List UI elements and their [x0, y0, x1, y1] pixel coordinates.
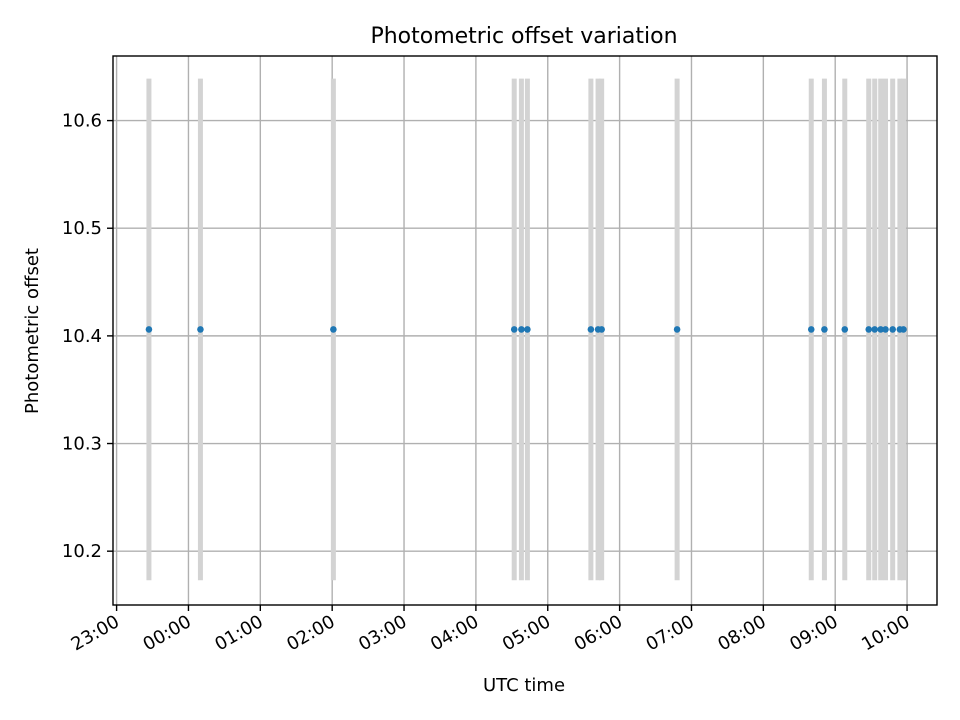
data-point [598, 326, 605, 333]
x-tick-label: 03:00 [355, 611, 410, 655]
data-point [197, 326, 204, 333]
data-point [889, 326, 896, 333]
plot-frame [112, 55, 938, 606]
tick-layer: 23:00 00:00 01:00 02:00 03:00 04:00 05:00 06:00… [62, 111, 914, 656]
x-tick-label: 06:00 [571, 611, 626, 655]
data-point [882, 326, 889, 333]
x-tick-label: 08:00 [714, 611, 769, 655]
data-point [877, 326, 885, 333]
data-point [807, 326, 815, 333]
data-point [673, 326, 681, 333]
x-tick-label: 10:00 [858, 611, 913, 655]
point-layer [145, 326, 907, 333]
data-point [865, 326, 873, 333]
data-point [900, 326, 907, 333]
y-tick-label: 10.3 [62, 434, 102, 455]
x-tick-label: 07:00 [643, 611, 698, 655]
y-tick-label: 10.2 [62, 541, 102, 562]
data-point [330, 326, 337, 333]
x-tick-label: 01:00 [211, 611, 266, 655]
y-tick-label: 10.4 [62, 326, 102, 347]
data-point [145, 326, 153, 333]
x-tick-label: 00:00 [140, 611, 195, 655]
x-tick-label: 09:00 [786, 611, 841, 655]
y-axis-label: Photometric offset [22, 248, 43, 414]
data-point [524, 326, 531, 333]
x-tick-label: 23:00 [68, 611, 123, 655]
data-point [587, 326, 595, 333]
data-point [871, 326, 879, 333]
y-tick-label: 10.5 [62, 218, 102, 239]
data-point [518, 326, 525, 333]
y-tick-label: 10.6 [62, 111, 102, 132]
x-tick-label: 04:00 [427, 611, 482, 655]
x-tick-label: 02:00 [283, 611, 338, 655]
x-tick-label: 05:00 [499, 611, 554, 655]
x-axis-label: UTC time [483, 675, 565, 696]
data-point [841, 326, 849, 333]
chart-title: Photometric offset variation [370, 24, 677, 49]
data-point [821, 326, 828, 333]
data-point [510, 326, 518, 333]
